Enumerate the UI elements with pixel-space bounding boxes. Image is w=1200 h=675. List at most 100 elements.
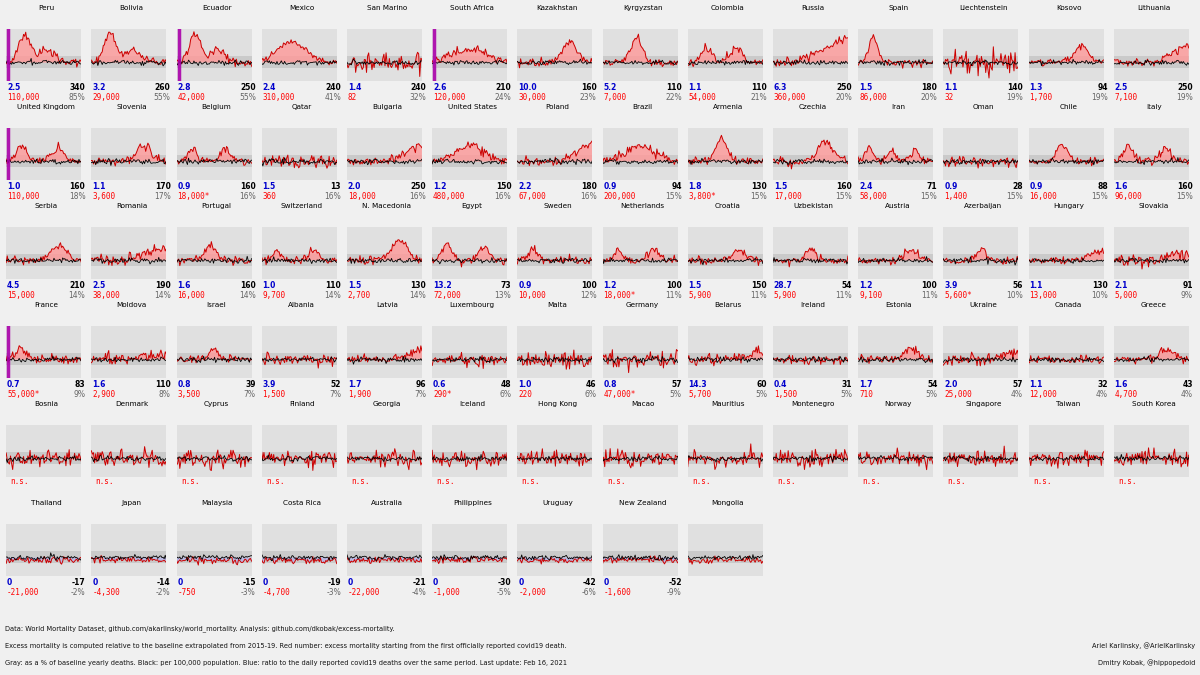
Text: 18,000: 18,000 xyxy=(348,192,376,200)
Text: 12%: 12% xyxy=(580,291,596,300)
Text: 10%: 10% xyxy=(1091,291,1108,300)
Text: 32: 32 xyxy=(944,92,954,102)
Text: 23%: 23% xyxy=(580,92,596,102)
Text: 9,700: 9,700 xyxy=(263,291,286,300)
Text: 340: 340 xyxy=(70,83,85,92)
Text: Malaysia: Malaysia xyxy=(200,500,233,506)
Text: 14%: 14% xyxy=(324,291,341,300)
Text: 1.0: 1.0 xyxy=(518,380,532,389)
Text: 0: 0 xyxy=(92,578,97,587)
Text: 1,500: 1,500 xyxy=(263,389,286,399)
Text: 0.4: 0.4 xyxy=(774,380,787,389)
Text: 55%: 55% xyxy=(239,92,256,102)
Text: n.s.: n.s. xyxy=(266,477,284,487)
Text: 7,100: 7,100 xyxy=(1115,92,1138,102)
Text: 180: 180 xyxy=(922,83,937,92)
Text: 110: 110 xyxy=(155,380,170,389)
Text: Azerbaijan: Azerbaijan xyxy=(965,202,1002,209)
Text: 72,000: 72,000 xyxy=(433,291,461,300)
Text: New Zealand: New Zealand xyxy=(619,500,666,506)
Text: 7%: 7% xyxy=(414,389,426,399)
Text: 15%: 15% xyxy=(1176,192,1193,200)
Text: 16,000: 16,000 xyxy=(1030,192,1057,200)
Text: 5%: 5% xyxy=(840,389,852,399)
Text: 2,900: 2,900 xyxy=(92,389,115,399)
Text: 0.9: 0.9 xyxy=(1030,182,1043,191)
Text: Armenia: Armenia xyxy=(713,104,743,110)
Text: 71: 71 xyxy=(926,182,937,191)
Text: 3,600: 3,600 xyxy=(92,192,115,200)
Text: 1.5: 1.5 xyxy=(859,83,872,92)
Text: Slovakia: Slovakia xyxy=(1139,202,1169,209)
Text: Japan: Japan xyxy=(121,500,142,506)
Text: n.s.: n.s. xyxy=(692,477,710,487)
Text: 91: 91 xyxy=(1182,281,1193,290)
Text: 14.3: 14.3 xyxy=(689,380,707,389)
Text: 15,000: 15,000 xyxy=(7,291,35,300)
Text: Hong Kong: Hong Kong xyxy=(538,401,577,407)
Text: 1.1: 1.1 xyxy=(689,83,702,92)
Text: 1.6: 1.6 xyxy=(178,281,191,290)
Text: 250: 250 xyxy=(410,182,426,191)
Text: 6%: 6% xyxy=(499,389,511,399)
Text: 17,000: 17,000 xyxy=(774,192,802,200)
Text: Malta: Malta xyxy=(547,302,568,308)
Text: 0: 0 xyxy=(433,578,438,587)
Text: 3.9: 3.9 xyxy=(263,380,276,389)
Text: 96,000: 96,000 xyxy=(1115,192,1142,200)
Text: -4%: -4% xyxy=(412,588,426,597)
Text: Mongolia: Mongolia xyxy=(712,500,744,506)
Text: 7,000: 7,000 xyxy=(604,92,626,102)
Text: Spain: Spain xyxy=(888,5,908,11)
Text: 15%: 15% xyxy=(750,192,767,200)
Text: 5%: 5% xyxy=(670,389,682,399)
Text: 12,000: 12,000 xyxy=(1030,389,1057,399)
Text: 260: 260 xyxy=(155,83,170,92)
Text: 0.8: 0.8 xyxy=(178,380,191,389)
Text: 2.5: 2.5 xyxy=(7,83,20,92)
Text: San Marino: San Marino xyxy=(367,5,407,11)
Text: 1,900: 1,900 xyxy=(348,389,371,399)
Text: 11%: 11% xyxy=(835,291,852,300)
Text: 110,000: 110,000 xyxy=(7,192,40,200)
Text: Croatia: Croatia xyxy=(715,202,740,209)
Text: 0.9: 0.9 xyxy=(604,182,617,191)
Text: 96: 96 xyxy=(415,380,426,389)
Text: 57: 57 xyxy=(1012,380,1022,389)
Text: 210: 210 xyxy=(496,83,511,92)
Text: Russia: Russia xyxy=(802,5,824,11)
Text: 9%: 9% xyxy=(1181,291,1193,300)
Text: Ariel Karlinsky, @ArielKarlinsky: Ariel Karlinsky, @ArielKarlinsky xyxy=(1092,643,1195,649)
Text: Mauritius: Mauritius xyxy=(712,401,744,407)
Text: 110: 110 xyxy=(751,83,767,92)
Text: -1,000: -1,000 xyxy=(433,588,461,597)
Text: 4%: 4% xyxy=(1096,389,1108,399)
Text: -750: -750 xyxy=(178,588,196,597)
Text: 16%: 16% xyxy=(409,192,426,200)
Text: 130: 130 xyxy=(410,281,426,290)
Text: n.s.: n.s. xyxy=(11,477,29,487)
Text: Colombia: Colombia xyxy=(710,5,745,11)
Text: 1.5: 1.5 xyxy=(774,182,787,191)
Text: Italy: Italy xyxy=(1146,104,1162,110)
Text: 150: 150 xyxy=(496,182,511,191)
Text: 2.8: 2.8 xyxy=(178,83,191,92)
Text: 31: 31 xyxy=(841,380,852,389)
Text: 15%: 15% xyxy=(1091,192,1108,200)
Text: United Kingdom: United Kingdom xyxy=(17,104,76,110)
Text: -2%: -2% xyxy=(156,588,170,597)
Text: 250: 250 xyxy=(240,83,256,92)
Text: Liechtenstein: Liechtenstein xyxy=(959,5,1008,11)
Text: 1.0: 1.0 xyxy=(7,182,20,191)
Text: 710: 710 xyxy=(859,389,872,399)
Text: Chile: Chile xyxy=(1060,104,1078,110)
Text: Iceland: Iceland xyxy=(460,401,485,407)
Text: 5,900: 5,900 xyxy=(689,291,712,300)
Text: 3,800*: 3,800* xyxy=(689,192,716,200)
Text: 100: 100 xyxy=(666,281,682,290)
Text: n.s.: n.s. xyxy=(437,477,455,487)
Text: 88: 88 xyxy=(1097,182,1108,191)
Text: 14%: 14% xyxy=(68,291,85,300)
Text: Taiwan: Taiwan xyxy=(1056,401,1081,407)
Text: 28: 28 xyxy=(1012,182,1022,191)
